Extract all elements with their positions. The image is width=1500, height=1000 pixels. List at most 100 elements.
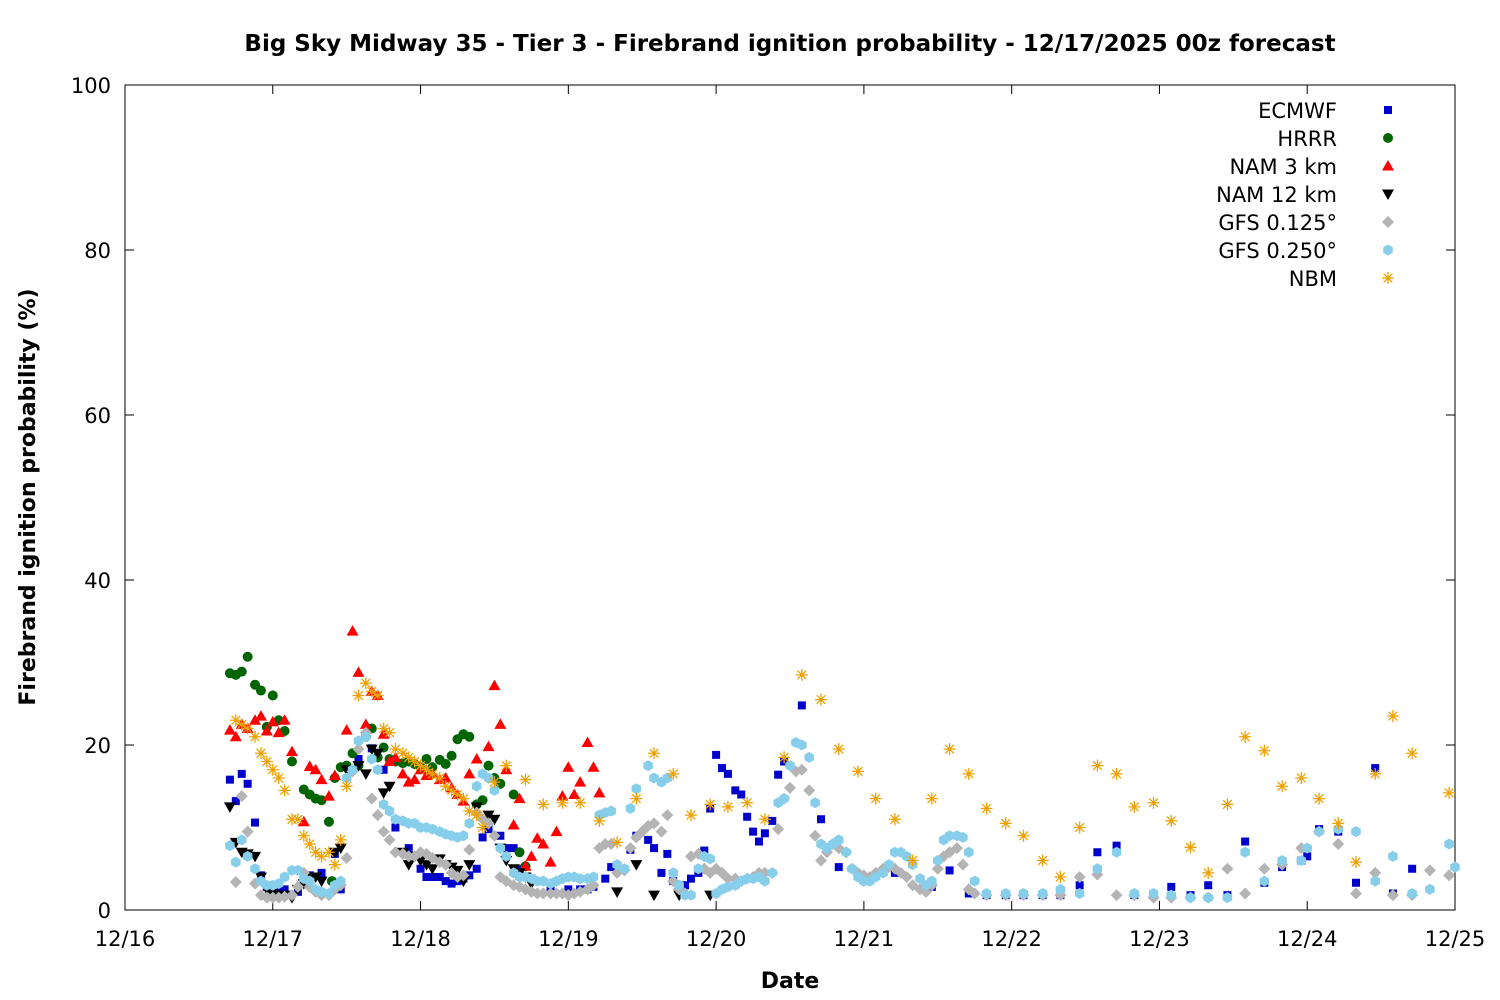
data-point-ecmwf <box>435 873 444 881</box>
data-point-nam-3-km <box>550 825 563 837</box>
data-point-nam-3-km <box>229 730 242 742</box>
data-point-ecmwf <box>686 874 695 883</box>
data-point-nbm <box>235 718 248 731</box>
data-point-ecmwf <box>650 844 659 853</box>
data-point-nbm <box>470 809 483 822</box>
y-tick-label: 80 <box>84 239 111 263</box>
y-axis: 0 20 40 60 80 100 <box>71 74 1455 923</box>
data-point-nbm <box>778 751 791 764</box>
data-point-nam-3-km <box>359 718 372 729</box>
data-point-gfs-0-125 <box>900 871 913 883</box>
y-axis-label: Firebrand ignition probability (%) <box>16 288 41 705</box>
data-point-nam-3-km <box>562 761 575 772</box>
data-point-ecmwf <box>428 873 437 881</box>
x-tick-label: 12/20 <box>686 927 747 951</box>
data-point-gfs-0-250 <box>625 803 636 815</box>
data-point-ecmwf <box>945 866 954 875</box>
data-point-nbm <box>451 788 464 801</box>
data-point-gfs-0-125 <box>1386 889 1399 902</box>
data-point-nbm <box>328 858 341 871</box>
data-point-hrrr <box>323 816 334 827</box>
data-point-nbm <box>426 767 439 780</box>
data-point-ecmwf <box>1093 848 1102 857</box>
data-point-nbm <box>1147 796 1160 809</box>
data-point-nbm <box>1110 767 1123 780</box>
data-point-ecmwf <box>723 769 732 778</box>
data-point-nam-3-km <box>272 726 285 738</box>
data-point-gfs-0-125 <box>365 792 378 805</box>
data-point-nbm <box>1221 798 1234 811</box>
data-point-gfs-0-125 <box>371 809 384 822</box>
data-point-nam-12-km <box>463 860 476 871</box>
data-point-gfs-0-250 <box>353 735 364 747</box>
data-point-gfs-0-250 <box>361 731 371 743</box>
data-point-nbm <box>630 792 643 805</box>
data-point-nbm <box>556 796 569 809</box>
data-point-gfs-0-125 <box>815 854 828 867</box>
data-point-ecmwf <box>472 864 481 873</box>
series-nam-3-km <box>223 625 606 871</box>
data-point-nbm <box>476 821 489 834</box>
data-point-gfs-0-250 <box>384 805 395 817</box>
data-point-nbm <box>297 829 310 842</box>
data-point-nam-3-km <box>408 773 421 785</box>
data-point-nbm <box>396 747 409 760</box>
data-point-hrrr <box>267 690 278 701</box>
data-point-nbm <box>457 792 470 805</box>
data-point-nbm <box>383 726 396 739</box>
data-point-gfs-0-125 <box>1110 889 1123 902</box>
data-point-gfs-0-250 <box>1074 888 1085 899</box>
data-point-gfs-0-250 <box>662 772 673 784</box>
data-point-gfs-0-250 <box>870 871 881 883</box>
data-point-ecmwf <box>663 849 672 858</box>
data-point-nam-12-km <box>648 890 661 902</box>
data-point-nbm <box>1036 854 1049 867</box>
data-point-nam-12-km <box>223 802 236 813</box>
data-point-nbm <box>439 780 452 793</box>
data-point-nam-3-km <box>544 856 557 867</box>
data-point-gfs-0-250 <box>964 846 974 858</box>
data-point-gfs-0-250 <box>236 834 247 846</box>
x-tick-label: 12/18 <box>390 927 451 951</box>
data-point-nbm <box>1313 792 1326 805</box>
data-point-nbm <box>1054 871 1067 883</box>
data-point-nbm <box>721 800 734 813</box>
data-point-ecmwf <box>797 701 806 710</box>
data-point-nbm <box>389 743 402 756</box>
data-point-gfs-0-250 <box>341 772 352 784</box>
data-point-nbm <box>1386 710 1399 723</box>
data-point-gfs-0-125 <box>537 887 550 900</box>
data-point-nam-12-km <box>377 788 390 799</box>
data-point-nbm <box>888 813 901 826</box>
series-gfs-0-250 <box>225 731 1460 904</box>
data-point-gfs-0-250 <box>901 850 912 862</box>
data-point-nbm <box>611 836 624 849</box>
data-point-nbm <box>334 833 347 846</box>
data-point-nam-3-km <box>223 724 236 735</box>
data-point-nbm <box>371 689 384 702</box>
y-tick-label: 20 <box>84 734 111 758</box>
data-point-nbm <box>414 759 427 772</box>
data-point-gfs-0-250 <box>273 878 284 890</box>
plot-border <box>124 84 1456 911</box>
data-point-gfs-0-125 <box>340 852 353 865</box>
data-point-gfs-0-125 <box>377 825 390 838</box>
data-point-gfs-0-250 <box>810 797 820 809</box>
data-point-gfs-0-250 <box>927 875 937 887</box>
data-point-gfs-0-250 <box>785 760 795 772</box>
data-point-nbm <box>488 776 501 789</box>
data-point-gfs-0-250 <box>878 867 888 879</box>
data-point-gfs-0-250 <box>693 863 704 875</box>
data-point-ecmwf <box>441 877 450 886</box>
data-point-nbm <box>1258 744 1271 757</box>
data-point-ecmwf <box>280 885 289 894</box>
data-point-ecmwf <box>391 823 400 832</box>
data-point-nbm <box>593 814 606 827</box>
data-point-ecmwf <box>754 837 763 846</box>
data-point-ecmwf <box>607 863 616 872</box>
data-point-nbm <box>1443 786 1456 799</box>
data-point-ecmwf <box>681 881 690 890</box>
data-point-gfs-0-250 <box>915 873 925 885</box>
data-point-gfs-0-125 <box>229 875 242 888</box>
data-point-nam-3-km <box>328 769 341 781</box>
